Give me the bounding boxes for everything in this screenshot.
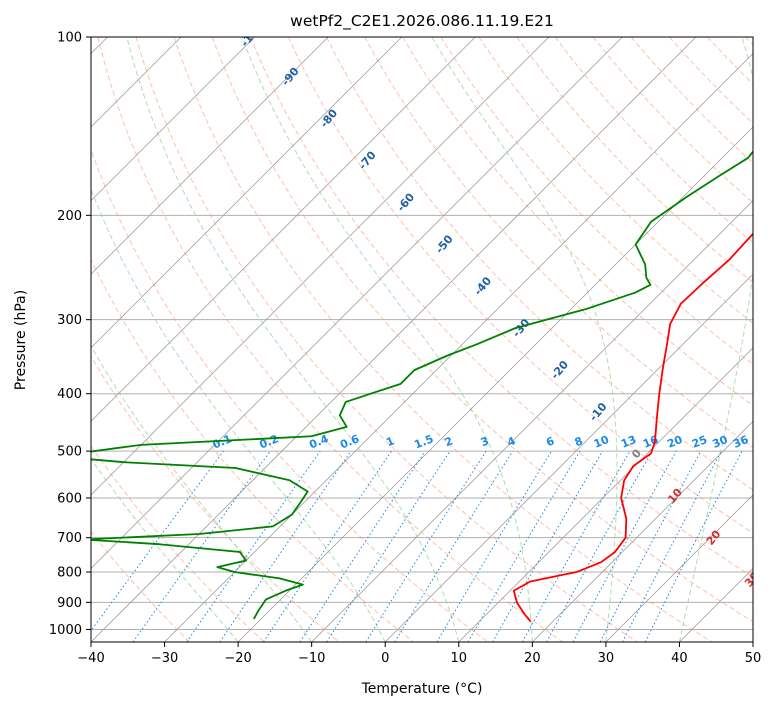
mixing-ratio-label: 30 (711, 433, 730, 451)
y-axis-ticks: 100 200 300 400 500 600 700 800 900 1000 (49, 31, 91, 638)
moist-adiabat-line (91, 188, 386, 642)
dry-adiabat-line (97, 37, 563, 642)
dry-adiabat-line (630, 37, 753, 164)
moist-adiabat-line (91, 458, 239, 642)
mixing-ratio-line (132, 450, 271, 642)
isotherm-line (458, 347, 753, 642)
mixing-ratio-label: 1 (384, 434, 396, 449)
isotherm-line (605, 494, 753, 642)
mixing-ratio-line (219, 450, 352, 642)
dry-adiabat-line (440, 37, 753, 365)
mixing-ratio-line (644, 450, 743, 642)
isotherm-line (91, 37, 329, 275)
x-axis-label: Temperature (°C) (361, 681, 483, 697)
x-axis-ticks: −40 −30 −20 −10 0 10 20 30 40 50 (77, 642, 761, 666)
isotherm-line (91, 37, 476, 422)
mixing-ratio-line (186, 450, 321, 642)
mixing-ratio-line (546, 450, 653, 642)
y-tick-label: 700 (57, 531, 82, 546)
isotherm-line (532, 420, 753, 642)
chart-title: wetPf2_C2E1.2026.086.11.19.E21 (290, 12, 554, 31)
isotherm-line (91, 37, 403, 349)
mixing-ratio-label: 3 (479, 434, 491, 449)
dry-adiabat-line (554, 37, 753, 244)
y-tick-label: 200 (57, 209, 82, 224)
isotherm-line (91, 37, 697, 642)
x-tick-label: 30 (598, 651, 615, 666)
mixing-ratio-label: 13 (619, 433, 638, 451)
y-tick-label: 1000 (49, 623, 82, 638)
moist-adiabat-line (126, 37, 460, 642)
y-tick-label: 100 (57, 31, 82, 46)
x-tick-label: 40 (671, 651, 688, 666)
dry-adiabat-line (287, 37, 753, 534)
sounding-profiles (91, 150, 753, 623)
x-tick-label: 10 (451, 651, 468, 666)
mixing-ratio-label: 8 (573, 434, 585, 449)
mixing-ratio-labels: 0.1 0.2 0.4 0.6 1 1.5 2 3 4 6 8 10 13 16 20 25 30 36 (211, 432, 751, 451)
dry-adiabat-line (91, 445, 265, 642)
mixing-ratio-line (91, 450, 224, 632)
moist-adiabat-line (241, 37, 533, 642)
plot-frame (90, 36, 754, 643)
mixing-ratio-label: 10 (592, 433, 611, 451)
x-tick-label: 50 (745, 651, 762, 666)
moist-adiabat-line (678, 37, 753, 642)
x-tick-label: −40 (77, 651, 104, 666)
y-tick-label: 800 (57, 566, 82, 581)
dry-adiabat-line (135, 37, 638, 642)
moist-adiabat-line (91, 345, 313, 642)
y-tick-label: 900 (57, 596, 82, 611)
mixing-ratio-line (263, 450, 392, 642)
dry-adiabat-line (516, 37, 753, 284)
y-tick-label: 500 (57, 445, 82, 460)
background-lines (91, 37, 753, 642)
x-tick-label: −20 (224, 651, 251, 666)
mixing-ratio-label: 36 (731, 433, 750, 451)
dewpoint-profile (91, 150, 753, 620)
isotherm-line (237, 126, 753, 642)
x-tick-label: −30 (151, 651, 178, 666)
x-tick-label: −10 (298, 651, 325, 666)
mixing-ratio-line (326, 450, 451, 642)
dry-adiabat-label: 30 (742, 569, 762, 589)
dry-adiabat-line (211, 37, 753, 623)
temperature-profile (512, 232, 753, 623)
isotherm-line (91, 37, 550, 496)
isotherm-line (164, 52, 753, 642)
dry-adiabat-line (249, 37, 753, 578)
mixing-ratio-line (522, 450, 631, 642)
dry-adiabat-line (91, 258, 414, 642)
y-axis-label: Pressure (hPa) (13, 290, 29, 390)
y-tick-label: 300 (57, 313, 82, 328)
moist-adiabat-line (431, 37, 618, 642)
dry-adiabat-line (173, 37, 713, 642)
isotherm-line (91, 37, 255, 202)
mixing-ratio-label: 20 (665, 433, 684, 451)
mixing-ratio-line (572, 450, 677, 642)
isotherm-line (384, 273, 753, 642)
x-tick-label: 20 (524, 651, 541, 666)
y-tick-label: 400 (57, 387, 82, 402)
mixing-ratio-label: 25 (690, 433, 709, 451)
dry-adiabat-line (326, 37, 753, 491)
mixing-ratio-label: 2 (443, 434, 455, 449)
dry-adiabat-line (364, 37, 753, 449)
mixing-ratio-line (394, 450, 514, 642)
dry-adiabat-line (91, 148, 489, 642)
mixing-ratio-line (299, 450, 426, 642)
y-tick-label: 600 (57, 492, 82, 507)
x-tick-label: 0 (381, 651, 389, 666)
